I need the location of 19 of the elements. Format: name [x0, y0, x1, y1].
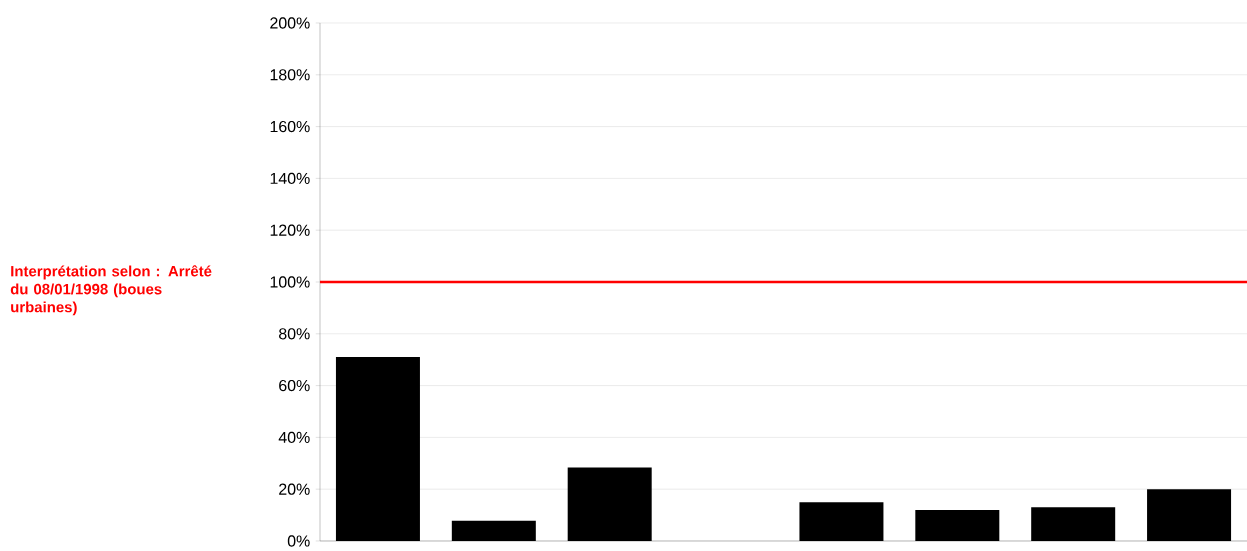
y-tick-label: 180%	[270, 69, 310, 81]
y-tick-label: 140%	[270, 172, 310, 185]
bar	[799, 502, 884, 541]
y-tick-label: 80%	[279, 328, 310, 340]
bar	[335, 357, 420, 541]
ref-line-label: Interprétation selon : Arrêté du 08/01/1998 (boues urbaines)	[10, 265, 212, 316]
y-tick-label: 20%	[279, 483, 310, 495]
y-tick-label: 40%	[278, 431, 310, 444]
y-tick-label: 200%	[270, 17, 310, 29]
y-tick-label: 120%	[270, 224, 310, 236]
y-tick-label: 160%	[270, 120, 310, 133]
y-tick-label: 0%	[287, 535, 310, 547]
bar	[1147, 489, 1232, 541]
bar	[451, 520, 536, 541]
y-tick-label: 100%	[270, 276, 310, 288]
bar	[915, 509, 1000, 541]
y-tick-label: 60%	[279, 379, 310, 392]
bar	[1031, 507, 1116, 541]
bar	[567, 467, 652, 541]
